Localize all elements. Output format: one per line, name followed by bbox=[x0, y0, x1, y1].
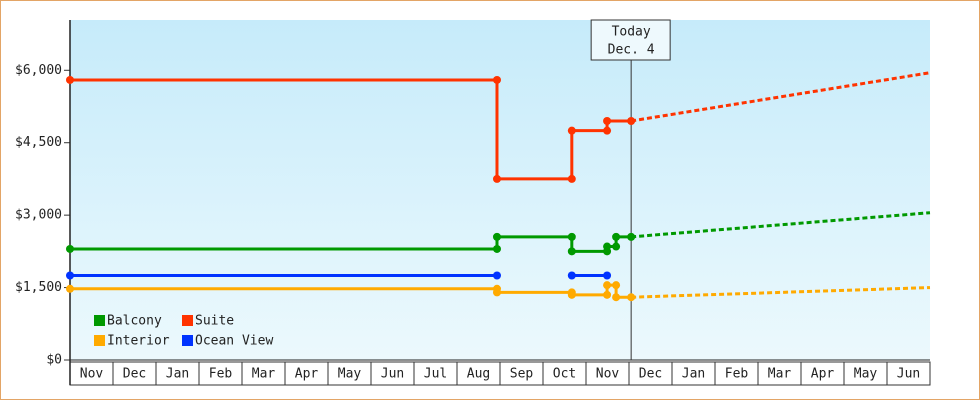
data-point bbox=[492, 244, 501, 253]
x-tick-label: Feb bbox=[209, 367, 233, 382]
x-tick-label: Jun bbox=[381, 367, 404, 382]
plot-area bbox=[70, 20, 930, 360]
data-point bbox=[567, 174, 576, 183]
x-tick-label: Nov bbox=[80, 367, 104, 382]
forecast-line bbox=[631, 211, 931, 239]
data-point bbox=[567, 271, 576, 280]
x-tick-cell bbox=[886, 361, 931, 386]
x-tick-label: May bbox=[854, 367, 878, 382]
y-tick-label: $0 bbox=[46, 353, 62, 368]
series-line bbox=[70, 235, 632, 253]
x-tick-label: Feb bbox=[725, 367, 749, 382]
data-point bbox=[612, 281, 621, 290]
data-point bbox=[612, 293, 621, 302]
data-point bbox=[66, 75, 74, 84]
data-point bbox=[492, 174, 501, 183]
legend-label: Suite bbox=[195, 314, 234, 329]
data-point bbox=[603, 290, 612, 299]
data-point bbox=[567, 290, 576, 299]
forecast-line bbox=[630, 71, 931, 123]
data-point bbox=[612, 242, 621, 251]
x-tick-label: Jan bbox=[682, 367, 705, 382]
today-date: Dec. 4 bbox=[608, 43, 655, 58]
today-label: Today bbox=[612, 25, 651, 40]
data-point bbox=[603, 271, 612, 280]
x-tick-label: Jun bbox=[897, 367, 920, 382]
data-point bbox=[603, 281, 612, 290]
today-box bbox=[590, 19, 671, 61]
x-tick-label: Mar bbox=[252, 367, 276, 382]
x-tick-label: May bbox=[338, 367, 362, 382]
data-point bbox=[492, 75, 501, 84]
x-tick-label: Jan bbox=[166, 367, 189, 382]
data-point bbox=[492, 271, 501, 280]
x-tick-label: Dec bbox=[639, 367, 662, 382]
data-point bbox=[492, 232, 501, 241]
x-tick-label: Aug bbox=[467, 367, 490, 382]
data-point bbox=[603, 116, 612, 125]
data-point bbox=[567, 126, 576, 135]
x-tick-label: Apr bbox=[811, 367, 835, 382]
data-point bbox=[603, 126, 612, 135]
legend-swatch bbox=[182, 335, 193, 346]
data-point bbox=[66, 284, 74, 293]
data-point bbox=[66, 271, 74, 280]
legend-swatch bbox=[182, 315, 193, 326]
data-point bbox=[627, 232, 636, 241]
x-tick-label: Apr bbox=[295, 367, 319, 382]
data-point bbox=[627, 293, 636, 302]
x-tick-label: Mar bbox=[768, 367, 792, 382]
x-tick-label: Sep bbox=[510, 367, 534, 382]
data-point bbox=[567, 232, 576, 241]
data-point bbox=[612, 232, 621, 241]
data-point bbox=[603, 242, 612, 251]
data-point bbox=[627, 116, 636, 125]
y-tick-label: $3,000 bbox=[15, 208, 62, 223]
data-point bbox=[567, 247, 576, 256]
forecast-line bbox=[631, 286, 931, 299]
y-tick-label: $4,500 bbox=[15, 135, 62, 150]
legend-label: Ocean View bbox=[195, 334, 273, 349]
legend-label: Balcony bbox=[107, 314, 162, 329]
data-point bbox=[66, 244, 74, 253]
legend-label: Interior bbox=[107, 334, 170, 349]
data-point bbox=[492, 288, 501, 297]
y-tick-label: $6,000 bbox=[15, 63, 62, 78]
y-tick-label: $1,500 bbox=[15, 280, 62, 295]
x-tick-label: Oct bbox=[553, 367, 576, 382]
legend-swatch bbox=[94, 315, 105, 326]
x-tick-label: Dec bbox=[123, 367, 146, 382]
x-tick-label: Nov bbox=[596, 367, 620, 382]
legend-swatch bbox=[94, 335, 105, 346]
x-tick-label: Jul bbox=[424, 367, 447, 382]
